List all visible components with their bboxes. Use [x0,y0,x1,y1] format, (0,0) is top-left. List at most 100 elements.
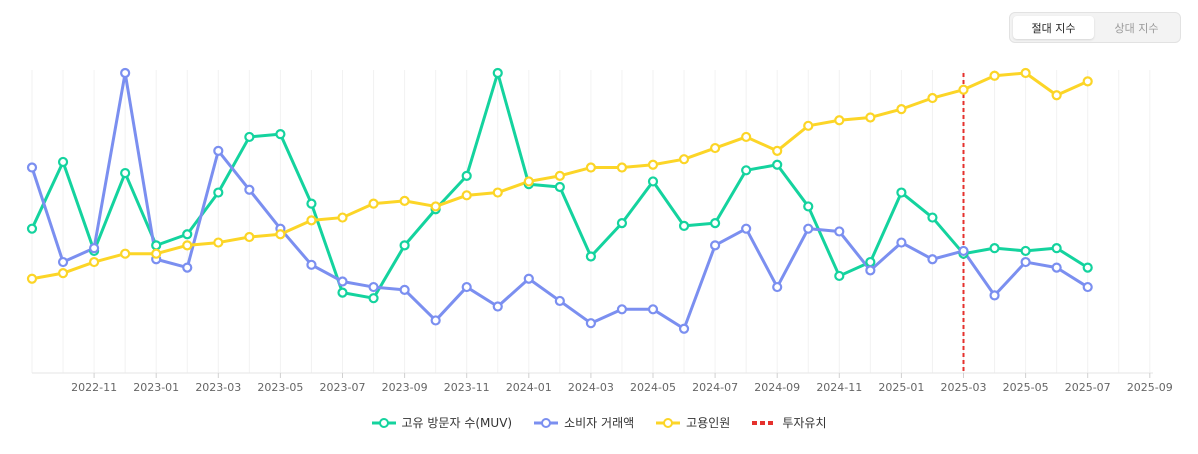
data-point-series-2[interactable] [616,162,628,173]
data-point-series-0[interactable] [368,293,379,304]
data-point-series-2[interactable] [57,268,69,279]
data-point-series-0[interactable] [989,243,1000,254]
data-point-series-2[interactable] [958,84,969,95]
data-point-series-0[interactable] [275,129,286,140]
legend-item-employees[interactable]: 고용인원 [656,414,730,431]
data-point-series-2[interactable] [585,162,597,173]
legend-item-muv[interactable]: 고유 방문자 수(MUV) [371,414,512,431]
data-point-series-0[interactable] [337,287,348,298]
data-point-series-1[interactable] [337,276,348,287]
data-point-series-1[interactable] [554,295,565,307]
data-point-series-1[interactable] [585,318,597,329]
legend-item-sales[interactable]: 소비자 거래액 [534,414,634,431]
data-point-series-2[interactable] [306,215,317,226]
data-point-series-2[interactable] [554,170,565,181]
data-point-series-1[interactable] [368,281,379,293]
data-point-series-2[interactable] [120,248,131,259]
data-point-series-0[interactable] [244,131,255,143]
data-point-series-2[interactable] [182,240,193,251]
data-point-series-0[interactable] [26,223,38,234]
data-point-series-2[interactable] [26,273,38,284]
data-point-series-2[interactable] [678,154,690,165]
data-point-series-1[interactable] [896,237,907,248]
data-point-series-1[interactable] [57,256,69,268]
data-point-series-0[interactable] [585,251,597,262]
data-point-series-1[interactable] [834,226,845,237]
data-point-series-0[interactable] [57,156,69,168]
data-point-series-1[interactable] [26,162,38,173]
data-point-series-0[interactable] [554,181,565,193]
data-point-series-1[interactable] [1020,256,1031,268]
data-point-series-2[interactable] [1051,90,1062,101]
data-point-series-0[interactable] [1051,243,1062,254]
data-point-series-0[interactable] [306,198,317,209]
data-point-series-0[interactable] [834,270,845,282]
data-point-series-2[interactable] [896,104,907,115]
data-point-series-2[interactable] [88,256,100,268]
data-point-series-2[interactable] [492,187,503,198]
data-point-series-1[interactable] [989,290,1000,301]
data-point-series-1[interactable] [492,301,503,312]
data-point-series-0[interactable] [616,218,628,229]
data-point-series-0[interactable] [678,220,690,231]
data-point-series-2[interactable] [213,237,224,248]
data-point-series-0[interactable] [120,167,131,179]
legend-item-investment[interactable]: 투자유치 [752,414,827,431]
data-point-series-1[interactable] [927,254,938,265]
data-point-series-2[interactable] [927,92,938,104]
data-point-series-1[interactable] [678,323,690,334]
data-point-series-2[interactable] [1020,67,1031,79]
data-point-series-0[interactable] [461,170,472,181]
data-point-series-1[interactable] [523,273,534,284]
data-point-series-0[interactable] [399,240,410,251]
data-point-series-2[interactable] [337,212,348,223]
data-point-series-1[interactable] [461,281,472,293]
data-point-series-1[interactable] [244,184,255,195]
data-point-series-2[interactable] [430,201,441,212]
data-point-series-2[interactable] [709,142,721,154]
data-point-series-2[interactable] [244,231,255,243]
data-point-series-0[interactable] [647,176,659,187]
data-point-series-1[interactable] [647,304,659,315]
data-point-series-0[interactable] [741,165,752,176]
data-point-series-2[interactable] [523,176,534,187]
data-point-series-1[interactable] [1051,262,1062,273]
data-point-series-1[interactable] [88,243,100,254]
data-point-series-0[interactable] [803,201,814,212]
data-point-series-1[interactable] [1082,281,1093,293]
data-point-series-1[interactable] [616,304,628,315]
data-point-series-2[interactable] [151,248,162,259]
data-point-series-2[interactable] [275,229,286,240]
data-point-series-2[interactable] [865,112,876,123]
data-point-series-0[interactable] [1082,262,1093,273]
data-point-series-0[interactable] [492,67,503,79]
data-point-series-2[interactable] [368,198,379,209]
data-point-series-1[interactable] [306,259,317,270]
data-point-series-2[interactable] [399,195,410,206]
data-point-series-0[interactable] [151,240,162,251]
data-point-series-2[interactable] [989,70,1000,81]
data-point-series-1[interactable] [399,284,410,295]
data-point-series-1[interactable] [958,245,969,257]
data-point-series-2[interactable] [803,120,814,131]
data-point-series-2[interactable] [1082,76,1093,87]
data-point-series-0[interactable] [772,159,783,170]
data-point-series-1[interactable] [182,262,193,273]
data-point-series-0[interactable] [182,229,193,240]
data-point-series-0[interactable] [896,187,907,198]
data-point-series-2[interactable] [647,159,659,170]
data-point-series-0[interactable] [1020,245,1031,257]
data-point-series-1[interactable] [120,67,131,79]
data-point-series-1[interactable] [213,145,224,156]
data-point-series-2[interactable] [772,145,783,156]
data-point-series-1[interactable] [741,223,752,234]
absolute-index-tab[interactable]: 절대 지수 [1013,16,1094,39]
data-point-series-2[interactable] [461,190,472,201]
data-point-series-1[interactable] [430,315,441,326]
relative-index-tab[interactable]: 상대 지수 [1114,21,1159,35]
data-point-series-1[interactable] [709,240,721,251]
data-point-series-2[interactable] [834,115,845,126]
data-point-series-0[interactable] [709,218,721,229]
data-point-series-0[interactable] [927,212,938,223]
data-point-series-1[interactable] [865,265,876,276]
